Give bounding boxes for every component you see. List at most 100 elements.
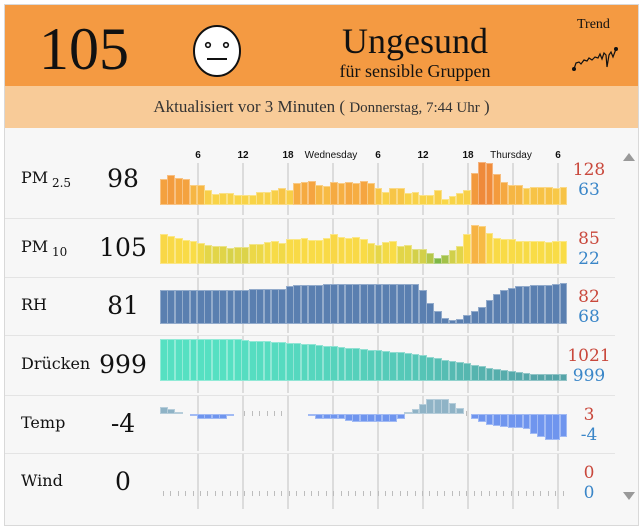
empty-data-tick (518, 491, 520, 496)
aqi-header: 105 Ungesund für sensible Gruppen Trend (5, 5, 638, 86)
metric-row-rh: RH 81 82 68 (5, 277, 615, 336)
empty-data-tick (177, 491, 179, 496)
temp-bar (537, 414, 546, 437)
data-bar (315, 240, 324, 264)
empty-data-tick (392, 491, 394, 496)
data-bar (189, 240, 198, 264)
data-bar (219, 192, 228, 205)
temp-bar (552, 414, 561, 440)
data-bar (463, 315, 472, 324)
data-bar (404, 284, 413, 324)
trend-label[interactable]: Trend (577, 17, 610, 32)
empty-data-tick (214, 491, 216, 496)
empty-data-tick (385, 491, 386, 496)
empty-data-tick (281, 491, 283, 496)
data-bar (463, 190, 472, 205)
metric-current-value: 98 (107, 163, 139, 193)
data-bar (189, 338, 198, 381)
time-gridline (422, 163, 424, 215)
scrollbar[interactable] (619, 128, 637, 525)
metric-bar-chart[interactable] (155, 336, 568, 396)
data-bar (500, 289, 509, 324)
empty-data-tick (407, 491, 409, 496)
empty-data-tick (274, 491, 275, 496)
data-bar (537, 285, 546, 324)
metric-label: PM 2.5 (21, 168, 71, 190)
data-bar (552, 240, 561, 264)
metric-bar-chart[interactable] (155, 454, 565, 512)
empty-data-tick (244, 491, 246, 496)
data-bar (389, 187, 398, 205)
data-bar (515, 286, 524, 324)
data-bar (367, 284, 376, 324)
temp-bar (411, 408, 420, 414)
empty-data-tick (185, 491, 187, 496)
time-gridline (332, 454, 334, 509)
time-gridline (242, 396, 244, 451)
empty-data-tick (555, 491, 557, 496)
data-bar (256, 243, 265, 264)
empty-data-tick (533, 491, 534, 496)
temp-bar (389, 414, 398, 423)
data-bar (411, 192, 420, 205)
metric-bar-chart[interactable]: 6 12 18 Wednesday 6 12 18 Thursday 6 (155, 141, 568, 218)
data-bar (485, 367, 494, 381)
trend-sparkline-icon[interactable] (571, 43, 619, 75)
time-gridline (197, 396, 199, 451)
data-bar (485, 232, 494, 264)
metric-label: Temp (21, 413, 65, 432)
temp-bar (367, 414, 376, 423)
metric-max-value: 82 (578, 287, 600, 307)
data-bar (426, 194, 435, 205)
temp-bar (374, 414, 383, 423)
data-bar (300, 182, 309, 205)
metric-bar-chart[interactable] (155, 278, 568, 336)
data-bar (278, 288, 287, 324)
metric-max-value: 128 (572, 159, 606, 180)
time-gridline (287, 396, 289, 451)
data-bar (226, 193, 235, 205)
empty-data-tick (288, 491, 290, 496)
data-bar (204, 338, 213, 381)
data-bar (404, 245, 413, 264)
metric-name: PM (21, 236, 49, 256)
time-gridline (512, 454, 514, 509)
metric-current-value: 105 (99, 232, 147, 262)
data-bar (374, 350, 383, 381)
data-bar (478, 366, 487, 381)
updated-close-paren: ) (483, 97, 490, 116)
data-bar (337, 183, 346, 205)
time-axis-label: Wednesday (304, 150, 358, 161)
temp-bar (404, 411, 413, 414)
empty-data-tick (444, 491, 446, 496)
data-bar (522, 188, 531, 205)
data-bar (337, 236, 346, 264)
data-bar (263, 242, 272, 264)
scroll-up-arrow-icon[interactable] (623, 153, 635, 161)
empty-data-tick (333, 491, 335, 496)
metric-bar-chart[interactable] (155, 219, 568, 278)
data-bar (559, 374, 568, 381)
time-gridline (242, 163, 244, 215)
metric-row-wind: Wind 0 0 0 (5, 453, 615, 512)
empty-data-tick (547, 491, 549, 496)
time-gridline (467, 396, 469, 451)
data-bar (411, 249, 420, 264)
metric-name: Drücken (21, 354, 91, 373)
temp-bar (189, 414, 198, 417)
metric-name: PM (21, 167, 49, 187)
data-bar (256, 192, 265, 205)
metric-max-value: 1021 (567, 346, 611, 366)
empty-data-tick (296, 491, 298, 496)
data-bar (330, 234, 339, 264)
data-bar (293, 238, 302, 264)
time-gridline (512, 336, 514, 393)
data-bar (463, 363, 472, 381)
metrics-table: PM 2.5 98 128 63 6 12 18 Wednesday 6 12 18 Thursday… (5, 128, 638, 525)
metric-min-value: 68 (578, 307, 600, 327)
data-bar (293, 183, 302, 205)
metric-bar-chart[interactable] (155, 396, 568, 454)
empty-data-tick (325, 491, 327, 496)
scroll-down-arrow-icon[interactable] (623, 492, 635, 500)
empty-data-tick (459, 491, 460, 496)
